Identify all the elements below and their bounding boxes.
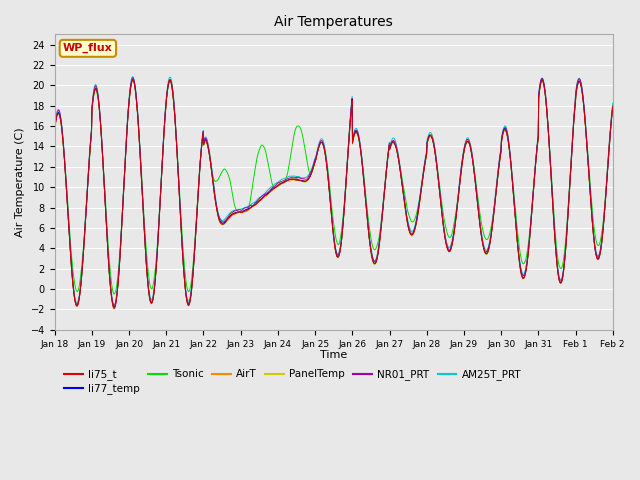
AirT	[494, 171, 502, 177]
li77_temp	[51, 127, 58, 133]
AM25T_PRT	[238, 206, 246, 212]
NR01_PRT	[543, 111, 551, 117]
li77_temp	[162, 101, 170, 107]
AirT	[162, 101, 170, 107]
AirT	[176, 195, 184, 201]
li77_temp	[129, 77, 137, 83]
Tsonic	[162, 102, 170, 108]
li77_temp	[421, 159, 429, 165]
AM25T_PRT	[111, 302, 118, 308]
li75_t	[421, 160, 429, 166]
AirT	[51, 126, 58, 132]
AirT	[421, 159, 429, 165]
PanelTemp	[51, 128, 58, 134]
Text: WP_flux: WP_flux	[63, 43, 113, 53]
AM25T_PRT	[609, 100, 616, 106]
li75_t	[162, 107, 170, 113]
Y-axis label: Air Temperature (C): Air Temperature (C)	[15, 127, 25, 237]
Title: Air Temperatures: Air Temperatures	[275, 15, 393, 29]
PanelTemp	[110, 306, 118, 312]
Tsonic	[609, 104, 616, 110]
Tsonic	[51, 127, 58, 133]
NR01_PRT	[238, 207, 246, 213]
Tsonic	[110, 291, 118, 297]
li75_t	[543, 113, 551, 119]
NR01_PRT	[51, 125, 58, 131]
AirT	[609, 103, 616, 109]
li77_temp	[176, 196, 184, 202]
li77_temp	[494, 172, 502, 178]
Line: AirT: AirT	[54, 79, 612, 307]
li77_temp	[111, 304, 118, 310]
AirT	[110, 304, 118, 310]
Tsonic	[421, 159, 429, 165]
NR01_PRT	[494, 169, 502, 175]
PanelTemp	[494, 173, 502, 179]
AM25T_PRT	[176, 193, 184, 199]
li77_temp	[609, 104, 616, 110]
AirT	[238, 209, 246, 215]
AirT	[129, 76, 137, 82]
AM25T_PRT	[494, 168, 502, 174]
li75_t	[176, 196, 184, 202]
li75_t	[238, 210, 246, 216]
li75_t	[51, 127, 58, 133]
NR01_PRT	[110, 303, 118, 309]
PanelTemp	[129, 78, 137, 84]
AM25T_PRT	[129, 74, 136, 80]
Line: li77_temp: li77_temp	[54, 80, 612, 307]
li75_t	[609, 104, 616, 110]
AirT	[543, 113, 551, 119]
Tsonic	[129, 76, 137, 82]
PanelTemp	[421, 161, 429, 167]
Line: Tsonic: Tsonic	[54, 79, 612, 294]
AM25T_PRT	[162, 98, 170, 104]
Line: PanelTemp: PanelTemp	[54, 81, 612, 309]
NR01_PRT	[162, 101, 170, 107]
Tsonic	[543, 112, 551, 118]
li75_t	[110, 306, 118, 312]
PanelTemp	[543, 114, 551, 120]
Tsonic	[494, 171, 502, 177]
PanelTemp	[176, 196, 184, 202]
X-axis label: Time: Time	[320, 350, 348, 360]
li77_temp	[543, 113, 551, 119]
Line: AM25T_PRT: AM25T_PRT	[54, 77, 612, 305]
AM25T_PRT	[543, 110, 551, 116]
PanelTemp	[162, 103, 170, 108]
NR01_PRT	[421, 158, 429, 164]
Line: li75_t: li75_t	[54, 80, 612, 309]
AM25T_PRT	[51, 124, 58, 130]
Line: NR01_PRT: NR01_PRT	[54, 78, 612, 306]
PanelTemp	[238, 210, 246, 216]
Tsonic	[238, 209, 246, 215]
PanelTemp	[609, 105, 616, 110]
li77_temp	[238, 209, 246, 215]
AM25T_PRT	[421, 156, 429, 162]
li75_t	[494, 172, 502, 178]
NR01_PRT	[129, 75, 136, 81]
li75_t	[166, 77, 173, 83]
Tsonic	[176, 189, 184, 194]
NR01_PRT	[609, 103, 616, 109]
NR01_PRT	[176, 194, 184, 200]
Legend: li75_t, li77_temp, Tsonic, AirT, PanelTemp, NR01_PRT, AM25T_PRT: li75_t, li77_temp, Tsonic, AirT, PanelTe…	[60, 365, 525, 398]
